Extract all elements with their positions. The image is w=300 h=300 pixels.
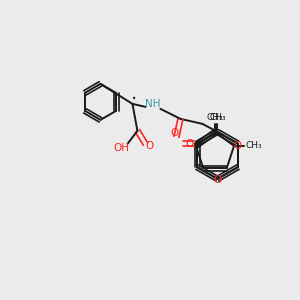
Text: O: O xyxy=(170,128,178,138)
Text: CH₃: CH₃ xyxy=(246,141,262,150)
Text: CH₃: CH₃ xyxy=(209,113,226,122)
Text: OH: OH xyxy=(113,143,130,153)
Text: O: O xyxy=(213,175,222,185)
Text: O: O xyxy=(145,141,154,151)
Text: O: O xyxy=(185,139,193,148)
Text: NH: NH xyxy=(145,99,160,109)
Text: O: O xyxy=(233,141,241,151)
Text: CH₃: CH₃ xyxy=(207,113,223,122)
Text: ·: · xyxy=(131,90,138,110)
